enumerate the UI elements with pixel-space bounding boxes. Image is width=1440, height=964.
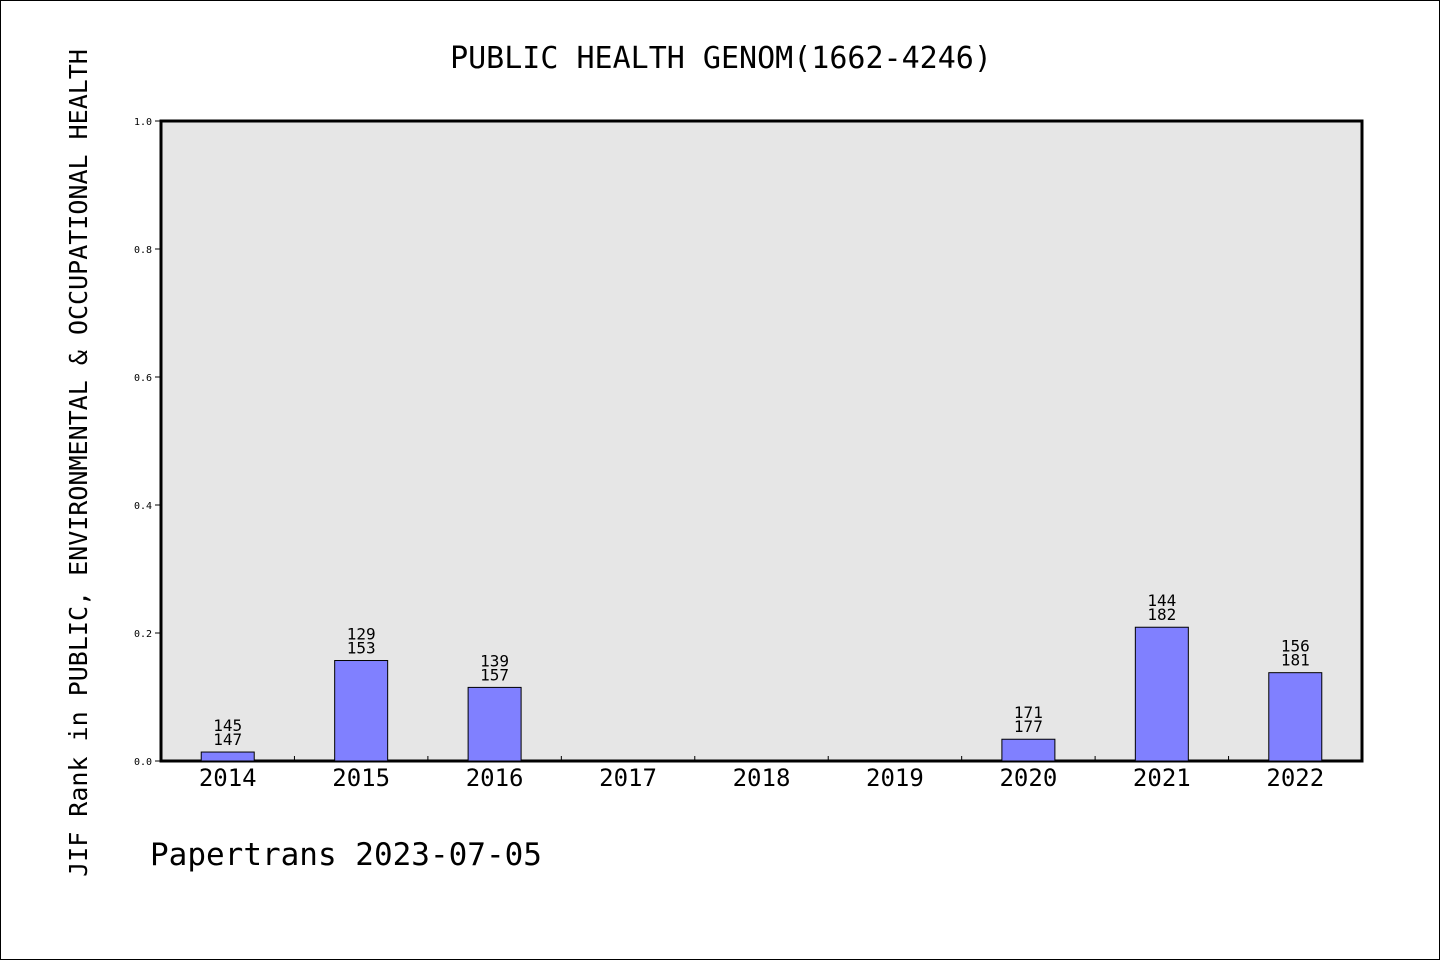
y-tick-label: 0.4 (134, 501, 152, 512)
y-axis-ticks: 0.0 0.2 0.4 0.6 0.8 1.0 (134, 117, 161, 768)
bar-total-label: 157 (480, 665, 509, 684)
bar-total-label: 182 (1147, 605, 1176, 624)
y-tick-label: 0.0 (134, 757, 152, 768)
x-tick-label: 2017 (599, 764, 657, 792)
y-tick-label: 0.6 (134, 373, 152, 384)
x-tick-label: 2015 (332, 764, 390, 792)
bar-rank-label: 156 (1281, 637, 1310, 656)
bar-2014 (200, 751, 255, 762)
y-tick-label: 1.0 (134, 117, 152, 128)
x-axis-ticks: 2014 2015 2016 2017 2018 2019 2020 2021 2022 (199, 756, 1324, 792)
bar-rank-label: 145 (213, 716, 242, 735)
bar-total-label: 181 (1281, 651, 1310, 670)
bar-total-label: 153 (347, 639, 376, 658)
bar-2022 (1268, 672, 1323, 762)
chart-title: PUBLIC HEALTH GENOM(1662-4246) (450, 41, 992, 76)
bar-2016 (467, 686, 522, 762)
footer-credit: Papertrans 2023-07-05 (150, 837, 542, 873)
x-tick-label: 2019 (866, 764, 924, 792)
bar-total-label: 147 (213, 730, 242, 749)
bar-2020 (1001, 738, 1056, 762)
x-tick-label: 2022 (1266, 764, 1324, 792)
bar-2015 (334, 660, 389, 762)
bar-rank-label: 139 (480, 651, 509, 670)
x-tick-label: 2014 (199, 764, 257, 792)
x-tick-label: 2020 (999, 764, 1057, 792)
bar-total-label: 177 (1014, 717, 1043, 736)
y-tick-label: 0.2 (134, 629, 152, 640)
y-axis-label: JIF Rank in PUBLIC, ENVIRONMENTAL & OCCU… (64, 49, 93, 877)
bar-rank-label: 171 (1014, 703, 1043, 722)
x-tick-label: 2016 (466, 764, 524, 792)
x-tick-label: 2021 (1133, 764, 1191, 792)
bar-rank-label: 144 (1147, 591, 1176, 610)
y-tick-label: 0.8 (134, 245, 152, 256)
bar-2021 (1134, 626, 1189, 762)
x-tick-label: 2018 (733, 764, 791, 792)
bar-rank-label: 129 (347, 625, 376, 644)
